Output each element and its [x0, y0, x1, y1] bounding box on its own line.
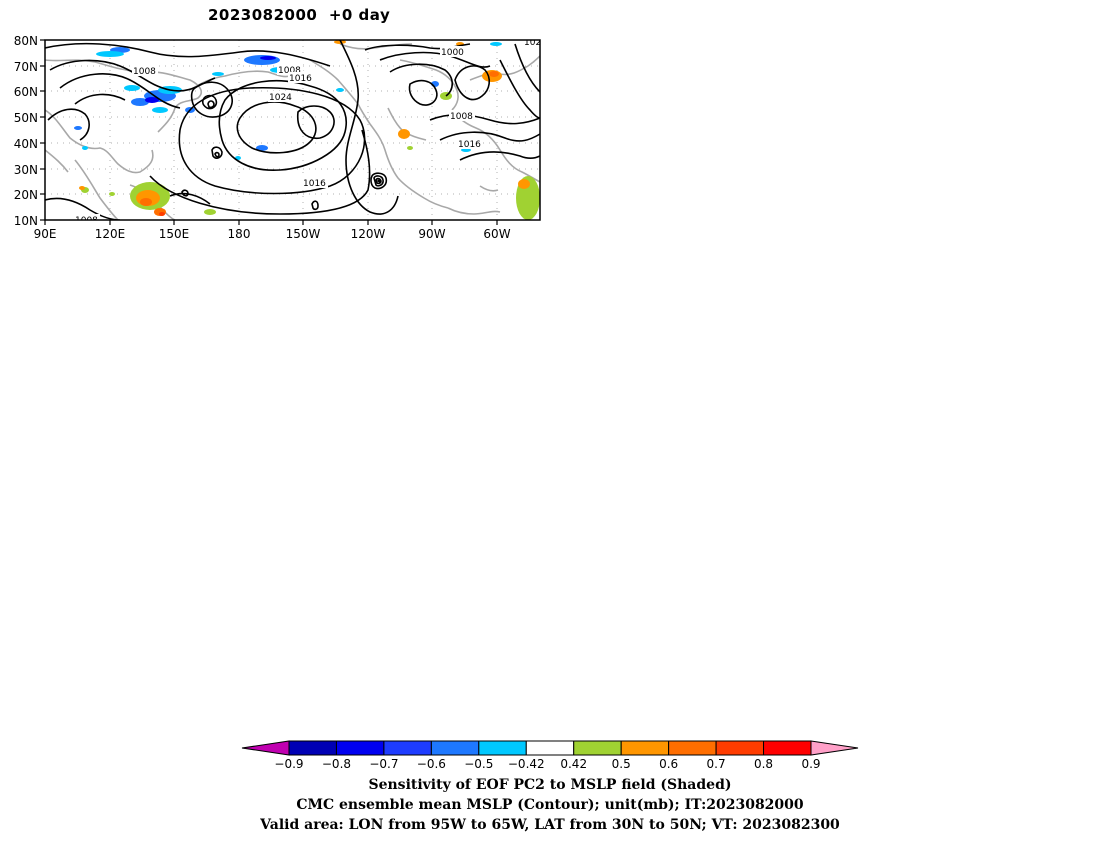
lon-label: 150W: [286, 227, 321, 241]
caption-line-3: Valid area: LON from 95W to 65W, LAT fro…: [260, 817, 840, 833]
contour-label: 1008: [75, 216, 98, 226]
colorbar-box: [478, 740, 527, 756]
colorbar-min-arrow: [241, 740, 290, 756]
colorbar-box: [288, 740, 337, 756]
lon-label: 90W: [418, 227, 445, 241]
colorbar-box: [525, 740, 575, 756]
colorbar-label: −0.6: [417, 757, 446, 771]
colorbar-label: −0.8: [322, 757, 351, 771]
colorbar-label: 0.7: [707, 757, 726, 771]
sensitivity-shading: [74, 40, 540, 220]
contour-label: 1016: [303, 179, 326, 189]
colorbar-label: −0.42: [508, 757, 545, 771]
contour-label: 1008: [133, 67, 156, 77]
colorbar-label: 0.9: [801, 757, 820, 771]
colorbar-box: [668, 740, 717, 756]
contour-label: 1000: [441, 48, 464, 58]
colorbar-box: [763, 740, 812, 756]
map-frame: [44, 39, 541, 221]
colorbar: −0.9 −0.8 −0.7 −0.6 −0.5 −0.42 0.42 0.5 0.6 0.7 0.…: [241, 740, 859, 771]
latitude-labels: 80N 70N 60N 50N 40N 30N 20N 10N: [14, 34, 38, 228]
contour-labels: 1008 1008 1016 1024 1000 1008 1016 1016 …: [74, 38, 541, 226]
lon-label: 120E: [95, 227, 126, 241]
lat-label: 10N: [14, 214, 38, 228]
colorbar-label: 0.5: [612, 757, 631, 771]
lon-label: 60W: [483, 227, 510, 241]
lon-label: 180: [228, 227, 251, 241]
axis-ticks: [40, 39, 498, 225]
colorbar-label: 0.8: [754, 757, 773, 771]
map-panel: 1008 1008 1016 1024 1000 1008 1016 1016 …: [14, 34, 541, 241]
contour-label: 1008: [450, 112, 473, 122]
caption-line-2: CMC ensemble mean MSLP (Contour); unit(m…: [296, 797, 804, 813]
lat-label: 50N: [14, 111, 38, 125]
contour-label: 102: [524, 38, 541, 48]
colorbar-box: [715, 740, 765, 756]
contour-label: 1016: [289, 74, 312, 84]
lon-label: 90E: [34, 227, 57, 241]
longitude-labels: 90E 120E 150E 180 150W 120W 90W 60W: [34, 227, 511, 241]
lat-label: 70N: [14, 60, 38, 74]
lon-label: 150E: [159, 227, 190, 241]
contour-label: 1024: [269, 93, 292, 103]
lat-label: 40N: [14, 137, 38, 151]
colorbar-box: [335, 740, 385, 756]
lat-label: 60N: [14, 85, 38, 99]
colorbar-box: [573, 740, 622, 756]
colorbar-max-arrow: [810, 740, 859, 756]
contour-label: 1016: [458, 140, 481, 150]
colorbar-box: [620, 740, 670, 756]
colorbar-box: [430, 740, 480, 756]
lat-label: 20N: [14, 188, 38, 202]
colorbar-label: 0.42: [560, 757, 587, 771]
colorbar-box: [383, 740, 432, 756]
contour-label: 1008: [278, 66, 301, 76]
lat-label: 80N: [14, 34, 38, 48]
colorbar-label: −0.9: [274, 757, 303, 771]
lat-label: 30N: [14, 163, 38, 177]
lon-label: 120W: [351, 227, 386, 241]
colorbar-label: 0.6: [659, 757, 678, 771]
map-title: 2023082000 +0 day: [208, 6, 391, 24]
colorbar-label: −0.7: [369, 757, 398, 771]
colorbar-label: −0.5: [464, 757, 493, 771]
caption-line-1: Sensitivity of EOF PC2 to MSLP field (Sh…: [368, 777, 732, 793]
